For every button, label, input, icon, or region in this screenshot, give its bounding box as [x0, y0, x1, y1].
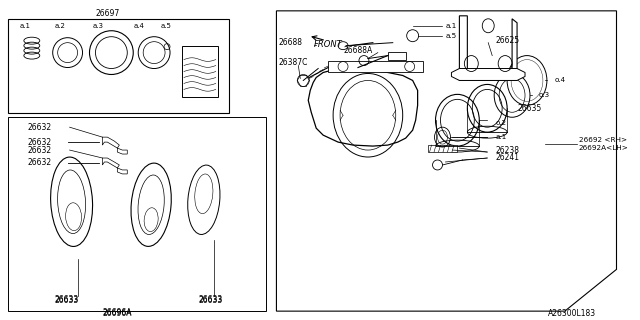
Text: 26688: 26688 — [278, 38, 303, 47]
Bar — [8, 117, 266, 311]
Text: 26632: 26632 — [28, 158, 52, 167]
Text: 26633: 26633 — [199, 296, 223, 305]
Text: 26632: 26632 — [28, 146, 52, 155]
Text: 26633: 26633 — [54, 296, 79, 305]
Text: a.1: a.1 — [445, 23, 457, 29]
Text: a.1: a.1 — [495, 134, 506, 140]
Text: FRONT: FRONT — [314, 40, 343, 49]
Text: 26632: 26632 — [28, 123, 52, 132]
Text: 26697: 26697 — [95, 9, 120, 18]
Polygon shape — [102, 137, 119, 148]
Polygon shape — [308, 68, 418, 146]
Text: a.4: a.4 — [133, 23, 144, 29]
Text: 26635: 26635 — [517, 104, 541, 113]
Text: 26688A: 26688A — [343, 46, 372, 55]
Text: a.2: a.2 — [54, 23, 65, 29]
Text: 26696A: 26696A — [102, 308, 132, 316]
Text: a.1: a.1 — [20, 23, 31, 29]
Bar — [8, 19, 228, 113]
Text: 26633: 26633 — [199, 295, 223, 304]
Text: a.3: a.3 — [92, 23, 104, 29]
Text: 26387C: 26387C — [278, 58, 308, 67]
Text: o.2: o.2 — [495, 120, 506, 126]
Text: 26696A: 26696A — [102, 308, 132, 318]
Polygon shape — [117, 148, 127, 154]
Text: a.5: a.5 — [161, 23, 172, 29]
Bar — [388, 52, 406, 60]
Polygon shape — [460, 16, 517, 80]
Text: 26692 <RH>: 26692 <RH> — [579, 137, 627, 143]
Polygon shape — [117, 168, 127, 174]
Bar — [182, 46, 218, 97]
Bar — [328, 60, 422, 73]
Text: o.4: o.4 — [555, 77, 566, 84]
Polygon shape — [451, 68, 525, 80]
Text: 26238: 26238 — [495, 146, 519, 155]
Text: A26300L183: A26300L183 — [548, 308, 596, 318]
Text: 26633: 26633 — [54, 295, 79, 304]
Text: 26625: 26625 — [495, 36, 519, 45]
Text: 26632: 26632 — [28, 138, 52, 147]
Text: o.3: o.3 — [539, 92, 550, 98]
Bar — [428, 145, 458, 152]
Text: a.5: a.5 — [445, 33, 457, 39]
Polygon shape — [102, 158, 119, 168]
Text: 26692A<LH>: 26692A<LH> — [579, 145, 628, 151]
Text: 26241: 26241 — [495, 153, 519, 162]
